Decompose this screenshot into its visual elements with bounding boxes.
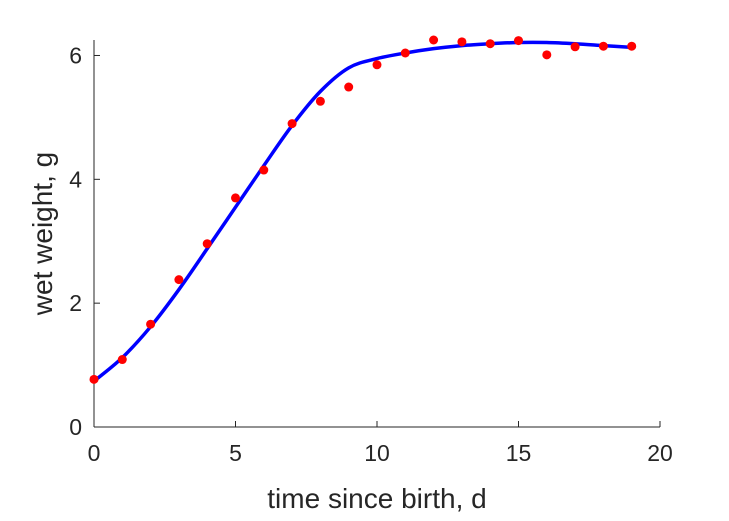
data-point bbox=[570, 42, 580, 52]
data-point bbox=[598, 41, 608, 51]
data-point bbox=[457, 37, 467, 47]
data-point bbox=[627, 41, 637, 51]
data-point bbox=[542, 50, 552, 60]
y-tick-label: 4 bbox=[69, 166, 82, 192]
data-point bbox=[259, 165, 269, 175]
data-point bbox=[146, 319, 156, 329]
data-point bbox=[429, 35, 439, 45]
data-point bbox=[174, 275, 184, 285]
data-point bbox=[485, 39, 495, 49]
data-point bbox=[400, 48, 410, 58]
y-axis: 0 2 4 6 bbox=[69, 42, 100, 440]
x-axis: 0 5 10 15 20 bbox=[88, 421, 673, 466]
data-point bbox=[287, 119, 297, 129]
data-point bbox=[514, 36, 523, 46]
y-tick-label: 0 bbox=[69, 414, 82, 440]
y-axis-label: wet weight, g bbox=[27, 152, 58, 316]
x-tick-label: 15 bbox=[506, 440, 532, 466]
data-point bbox=[315, 96, 325, 106]
data-point bbox=[202, 239, 212, 249]
x-axis-label: time since birth, d bbox=[267, 483, 486, 514]
y-tick-label: 2 bbox=[69, 290, 82, 316]
axes-frame bbox=[93, 40, 660, 428]
data-point bbox=[372, 60, 382, 70]
data-point bbox=[117, 355, 127, 365]
data-point bbox=[344, 82, 354, 92]
data-points bbox=[89, 35, 637, 384]
x-tick-label: 20 bbox=[647, 440, 673, 466]
x-tick-label: 10 bbox=[364, 440, 390, 466]
y-tick-label: 6 bbox=[69, 42, 82, 68]
fit-curve-line bbox=[92, 40, 634, 383]
x-tick-label: 0 bbox=[88, 440, 101, 466]
data-point bbox=[89, 374, 99, 384]
x-tick-label: 5 bbox=[229, 440, 242, 466]
fit-curves bbox=[92, 40, 634, 383]
data-point bbox=[231, 193, 240, 203]
